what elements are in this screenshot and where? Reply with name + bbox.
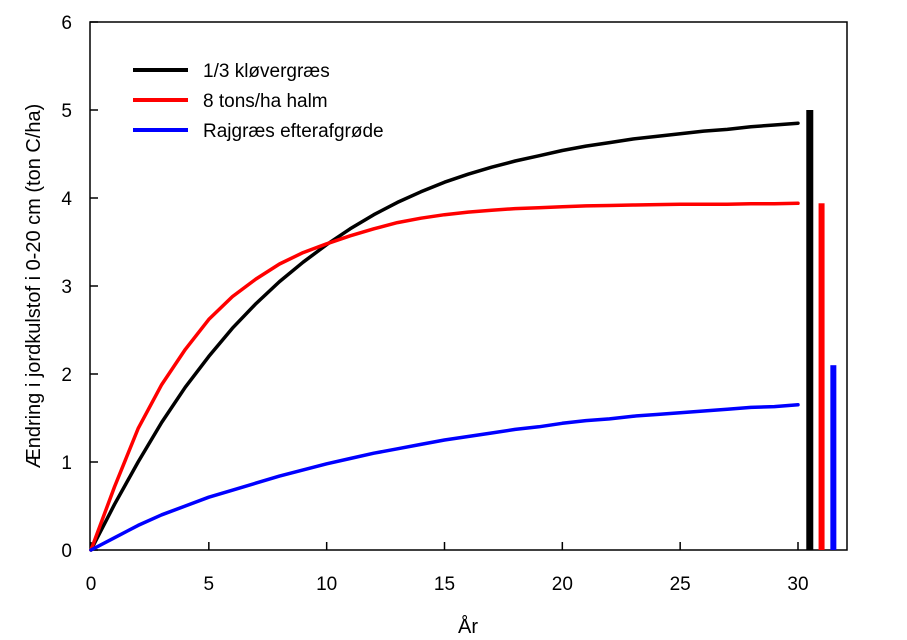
x-axis-title: År bbox=[458, 615, 478, 638]
series-bar-1 bbox=[818, 203, 825, 550]
y-axis-title: Ændring i jordkulstof i 0-20 cm (ton C/h… bbox=[23, 104, 45, 469]
x-tick-label-4: 20 bbox=[552, 574, 573, 595]
legend-label-0: 1/3 kløvergræs bbox=[203, 61, 330, 82]
y-tick-label-5: 5 bbox=[61, 101, 72, 122]
x-tick-label-5: 25 bbox=[670, 574, 691, 595]
series-line-0 bbox=[89, 121, 800, 552]
y-tick-label-6: 6 bbox=[61, 13, 72, 34]
y-tick-label-4: 4 bbox=[61, 189, 72, 210]
y-tick-label-2: 2 bbox=[61, 365, 72, 386]
legend: 1/3 kløvergræs 8 tons/ha halm Rajgræs efte… bbox=[133, 61, 384, 142]
x-tick-label-2: 10 bbox=[316, 574, 337, 595]
series-bar-0 bbox=[806, 110, 814, 550]
series-lines bbox=[89, 121, 800, 552]
legend-label-2: Rajgræs efterafgrøde bbox=[203, 121, 384, 142]
x-tick-label-3: 15 bbox=[434, 574, 455, 595]
series-bars bbox=[806, 110, 837, 550]
x-tick-label-6: 30 bbox=[787, 574, 808, 595]
x-tick-label-1: 5 bbox=[204, 574, 215, 595]
x-tick-label-0: 0 bbox=[86, 574, 97, 595]
x-axis: 0 5 10 15 20 25 30 bbox=[86, 542, 809, 595]
series-line-1 bbox=[89, 201, 800, 552]
y-axis: 0 1 2 3 4 5 6 bbox=[61, 13, 98, 562]
legend-label-1: 8 tons/ha halm bbox=[203, 91, 328, 112]
series-bar-2 bbox=[830, 365, 837, 550]
y-tick-label-3: 3 bbox=[61, 277, 72, 298]
series-line-2 bbox=[89, 403, 800, 552]
y-tick-label-0: 0 bbox=[61, 541, 72, 562]
y-tick-label-1: 1 bbox=[61, 453, 72, 474]
